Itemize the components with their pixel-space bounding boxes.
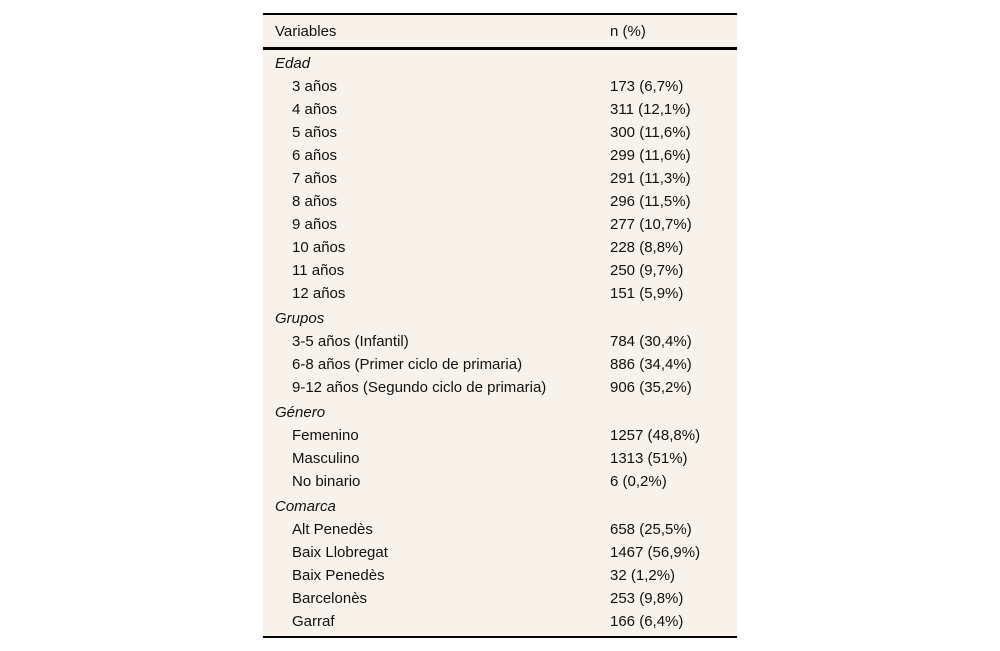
table-row: 9 años 277 (10,7%): [263, 213, 737, 236]
row-value: 253 (9,8%): [610, 590, 684, 607]
section-title: Comarca: [275, 498, 336, 515]
row-value: 1257 (48,8%): [610, 427, 701, 444]
section-row: Grupos: [263, 307, 737, 330]
row-value: 291 (11,3%): [610, 170, 691, 187]
section-title: Edad: [275, 55, 311, 72]
row-value: 228 (8,8%): [610, 239, 684, 256]
row-value: 299 (11,6%): [610, 147, 691, 164]
table-row: Baix Llobregat 1467 (56,9%): [263, 541, 737, 564]
row-label: 4 años: [292, 101, 338, 118]
table-row: Baix Penedès 32 (1,2%): [263, 564, 737, 587]
row-label: 9 años: [292, 216, 338, 233]
table-row: Masculino 1313 (51%): [263, 447, 737, 470]
table-row: 6 años 299 (11,6%): [263, 144, 737, 167]
row-label: 3 años: [292, 78, 338, 95]
table-row: 3-5 años (Infantil) 784 (30,4%): [263, 330, 737, 353]
column-header-variables: Variables: [275, 22, 337, 40]
row-value: 1467 (56,9%): [610, 544, 701, 561]
row-value: 784 (30,4%): [610, 333, 692, 350]
table-row: Alt Penedès 658 (25,5%): [263, 518, 737, 541]
table-row: Barcelonès 253 (9,8%): [263, 587, 737, 610]
row-label: Barcelonès: [292, 590, 368, 607]
row-value: 32 (1,2%): [610, 567, 676, 584]
row-value: 311 (12,1%): [610, 101, 691, 118]
table-row: 11 años 250 (9,7%): [263, 259, 737, 282]
table-row: 3 años 173 (6,7%): [263, 75, 737, 98]
row-label: 8 años: [292, 193, 338, 210]
row-label: Alt Penedès: [292, 521, 373, 538]
section-row: Comarca: [263, 495, 737, 518]
table-row: 8 años 296 (11,5%): [263, 190, 737, 213]
table-header-row: Variables n (%): [263, 15, 737, 50]
row-label: 11 años: [292, 262, 345, 279]
row-label: Baix Penedès: [292, 567, 385, 584]
row-value: 296 (11,5%): [610, 193, 691, 210]
section-title: Género: [275, 404, 326, 421]
table-row: Garraf 166 (6,4%): [263, 610, 737, 633]
column-header-n-percent: n (%): [610, 22, 646, 40]
row-label: 12 años: [292, 285, 346, 302]
row-value: 151 (5,9%): [610, 285, 684, 302]
row-value: 6 (0,2%): [610, 473, 667, 490]
table-row: Femenino 1257 (48,8%): [263, 424, 737, 447]
row-label: 7 años: [292, 170, 338, 187]
row-label: No binario: [292, 473, 361, 490]
row-value: 906 (35,2%): [610, 379, 692, 396]
table-row: 10 años 228 (8,8%): [263, 236, 737, 259]
row-value: 300 (11,6%): [610, 124, 691, 141]
table-row: 12 años 151 (5,9%): [263, 282, 737, 305]
row-label: Femenino: [292, 427, 359, 444]
row-value: 173 (6,7%): [610, 78, 684, 95]
row-label: 10 años: [292, 239, 346, 256]
row-label: 6 años: [292, 147, 338, 164]
row-label: Garraf: [292, 613, 335, 630]
row-value: 166 (6,4%): [610, 613, 684, 630]
row-label: 5 años: [292, 124, 338, 141]
table-row: 7 años 291 (11,3%): [263, 167, 737, 190]
section-row: Edad: [263, 52, 737, 75]
row-label: Masculino: [292, 450, 360, 467]
row-label: 9-12 años (Segundo ciclo de primaria): [292, 379, 547, 396]
section-row: Género: [263, 401, 737, 424]
table-row: 5 años 300 (11,6%): [263, 121, 737, 144]
row-value: 277 (10,7%): [610, 216, 692, 233]
table-row: 6-8 años (Primer ciclo de primaria) 886 (…: [263, 353, 737, 376]
row-label: 6-8 años (Primer ciclo de primaria): [292, 356, 523, 373]
section-title: Grupos: [275, 310, 325, 327]
table-row: No binario 6 (0,2%): [263, 470, 737, 493]
row-label: Baix Llobregat: [292, 544, 388, 561]
row-value: 250 (9,7%): [610, 262, 684, 279]
table-body: Edad 3 años 173 (6,7%) 4 años 311 (12,1%) 5 a…: [263, 50, 737, 636]
table-row: 4 años 311 (12,1%): [263, 98, 737, 121]
table-row: 9-12 años (Segundo ciclo de primaria) 906…: [263, 376, 737, 399]
frequency-table: Variables n (%) Edad 3 años 173 (6,7%) 4 añ…: [263, 13, 737, 638]
row-value: 886 (34,4%): [610, 356, 692, 373]
row-value: 1313 (51%): [610, 450, 688, 467]
row-value: 658 (25,5%): [610, 521, 692, 538]
row-label: 3-5 años (Infantil): [292, 333, 409, 350]
